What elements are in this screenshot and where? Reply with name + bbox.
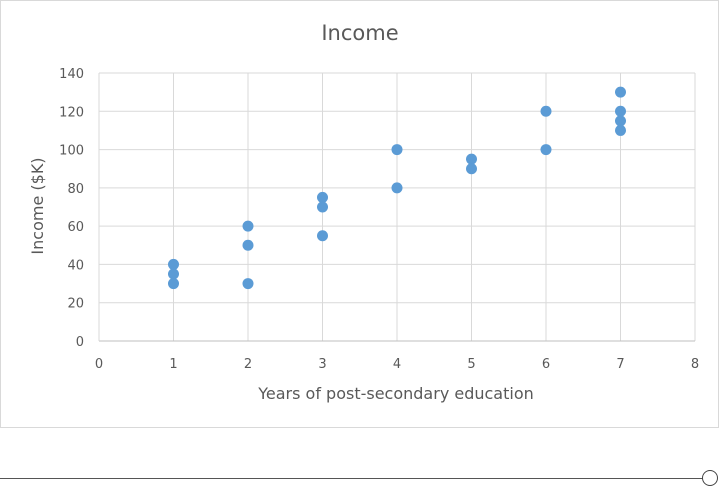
y-tick-label: 40	[67, 258, 84, 273]
data-point	[615, 124, 626, 136]
data-point	[317, 201, 328, 213]
gridlines	[99, 72, 696, 341]
x-tick-label: 6	[542, 357, 550, 372]
x-tick-label: 7	[616, 357, 624, 372]
y-tick-label: 20	[67, 297, 84, 312]
data-point	[242, 239, 254, 251]
data-point	[466, 163, 477, 175]
scatter-chart: 0 20 40 60 80 100 120 140 0 1 2 3 4 5 6 7 8 Income Years…	[28, 21, 699, 403]
data-point	[540, 144, 552, 156]
y-tick-label: 60	[67, 220, 84, 235]
x-tick-label: 2	[244, 357, 252, 372]
data-point	[615, 105, 626, 117]
slider-handle[interactable]	[702, 470, 718, 486]
data-point	[317, 191, 328, 203]
x-tick-label: 5	[467, 357, 475, 372]
y-tick-label: 120	[59, 105, 84, 120]
data-point	[540, 105, 552, 117]
data-point	[242, 220, 254, 232]
x-tick-label: 1	[169, 357, 177, 372]
x-axis-title: Years of post-secondary education	[257, 384, 534, 403]
x-tick-label: 8	[691, 357, 699, 372]
slider-track[interactable]	[0, 478, 706, 479]
data-point	[466, 153, 477, 165]
data-point	[168, 278, 179, 290]
axes	[98, 73, 695, 342]
data-point	[615, 86, 626, 98]
y-tick-label: 100	[59, 144, 84, 159]
data-point	[391, 144, 403, 156]
y-tick-label: 80	[67, 182, 84, 197]
y-tick-label: 140	[59, 67, 84, 82]
x-tick-label: 0	[95, 357, 103, 372]
chart-area: 0 20 40 60 80 100 120 140 0 1 2 3 4 5 6 7 8 Income Years…	[0, 0, 719, 428]
tick-labels: 0 20 40 60 80 100 120 140 0 1 2 3 4 5 6 7 8	[59, 67, 699, 372]
data-point	[168, 258, 179, 270]
data-point	[242, 278, 254, 290]
data-point	[391, 182, 403, 194]
chart-title: Income	[321, 21, 398, 45]
x-tick-label: 3	[318, 357, 326, 372]
y-axis-title: Income ($K)	[28, 157, 47, 254]
x-tick-label: 4	[393, 357, 401, 372]
y-tick-label: 0	[76, 335, 84, 350]
data-point	[168, 268, 179, 280]
data-point	[615, 115, 626, 127]
data-points	[168, 86, 626, 290]
data-point	[317, 230, 328, 242]
